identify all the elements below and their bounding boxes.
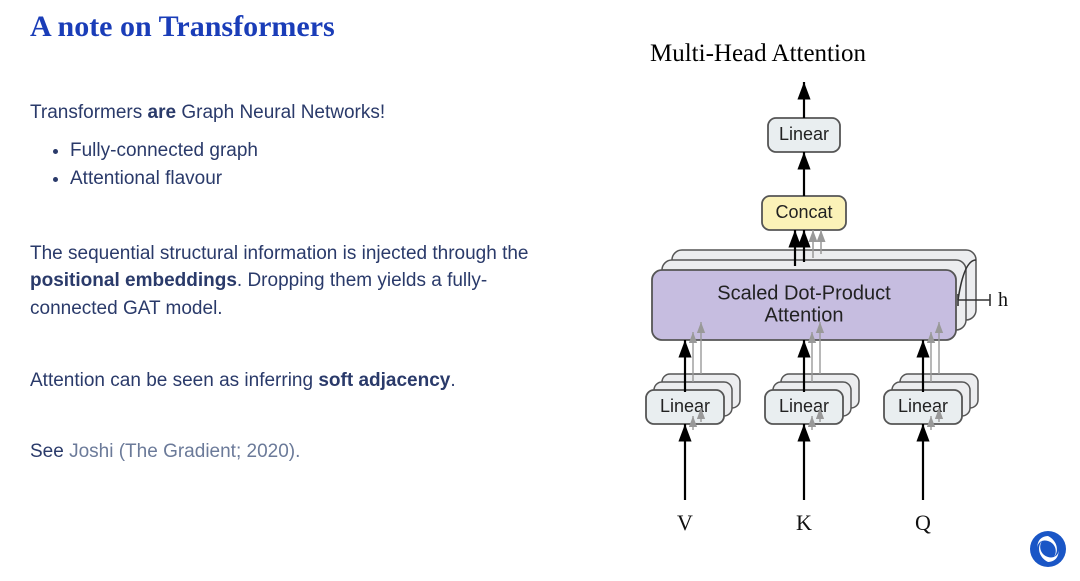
p1-post: Graph Neural Networks!	[176, 102, 385, 123]
svg-text:Linear: Linear	[898, 396, 948, 416]
p3-post: .	[450, 370, 455, 391]
text-column: Transformers are Graph Neural Networks! …	[30, 100, 550, 465]
bullet-list: Fully-connected graph Attentional flavou…	[70, 137, 550, 194]
svg-text:h: h	[998, 289, 1008, 311]
bullet-item: Fully-connected graph	[70, 137, 550, 166]
diagram-title: Multi-Head Attention	[650, 40, 866, 68]
svg-text:Linear: Linear	[660, 396, 710, 416]
p4-citation: Joshi (The Gradient; 2020).	[69, 441, 300, 462]
logo-icon	[1030, 531, 1066, 567]
p1-bold: are	[148, 102, 177, 123]
bullet-item: Attentional flavour	[70, 165, 550, 194]
svg-text:Attention: Attention	[765, 304, 844, 326]
paragraph-2: The sequential structural information is…	[30, 240, 550, 323]
svg-text:Q: Q	[915, 510, 931, 535]
paragraph-3: Attention can be seen as inferring soft …	[30, 368, 550, 395]
p1-pre: Transformers	[30, 102, 148, 123]
slide-title: A note on Transformers	[30, 10, 335, 44]
p3-pre: Attention can be seen as inferring	[30, 370, 318, 391]
svg-text:V: V	[677, 510, 693, 535]
svg-text:K: K	[796, 510, 812, 535]
p2-pre: The sequential structural information is…	[30, 243, 529, 264]
svg-text:Linear: Linear	[779, 124, 829, 144]
svg-text:Linear: Linear	[779, 396, 829, 416]
paragraph-4: See Joshi (The Gradient; 2020).	[30, 439, 550, 466]
slide: A note on Transformers Transformers are …	[0, 0, 1080, 581]
p2-bold: positional embeddings	[30, 270, 237, 291]
svg-text:Scaled Dot-Product: Scaled Dot-Product	[717, 282, 891, 304]
svg-text:Concat: Concat	[775, 202, 832, 222]
multihead-attention-diagram: Scaled Dot-ProductAttention Linear Linear L…	[590, 70, 1050, 570]
p4-pre: See	[30, 441, 69, 462]
p3-bold: soft adjacency	[318, 370, 450, 391]
paragraph-1: Transformers are Graph Neural Networks!	[30, 100, 550, 127]
